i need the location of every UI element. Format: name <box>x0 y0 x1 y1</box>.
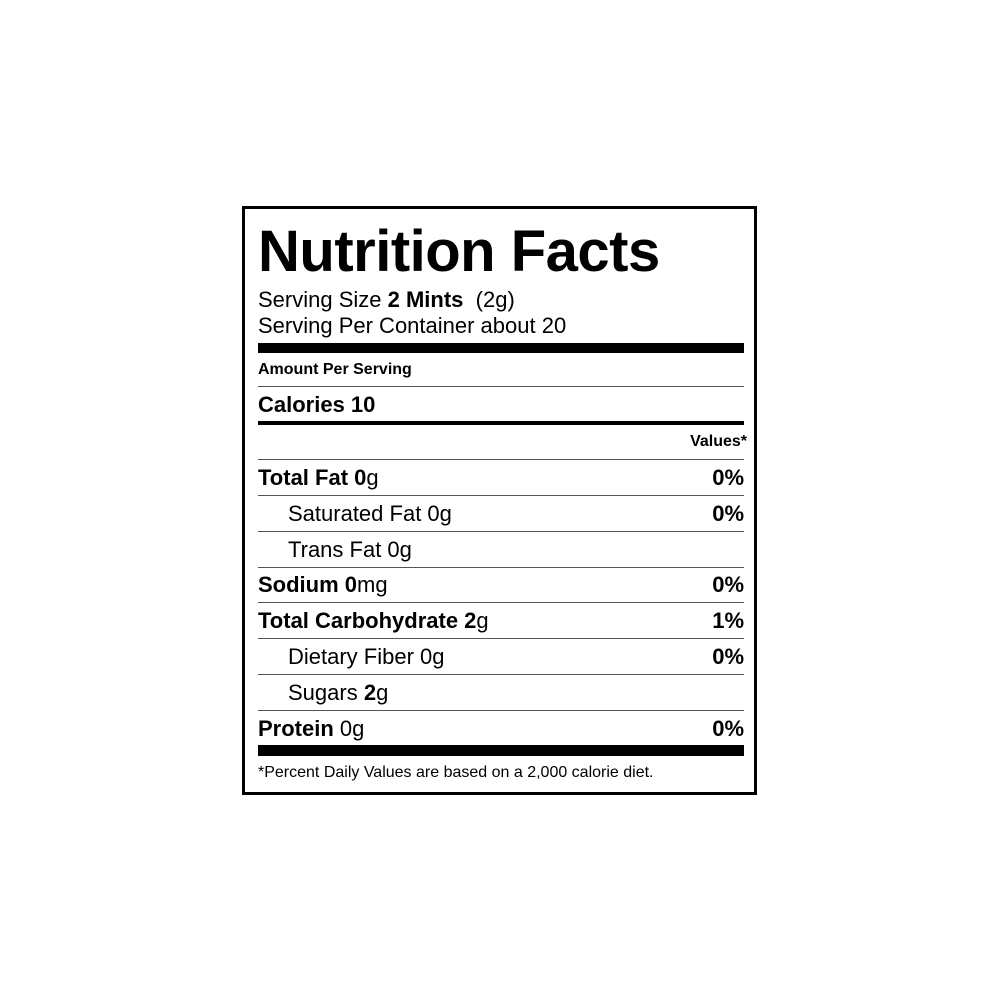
text-part: Total Carbohydrate 2 <box>258 608 477 634</box>
medium-bar <box>258 421 744 425</box>
rule <box>258 386 744 387</box>
daily-value: 0% <box>712 572 744 598</box>
text-part: Sugars <box>288 679 364 705</box>
daily-value: 0% <box>712 715 744 741</box>
text-part: 2 <box>363 679 377 705</box>
rule <box>258 566 744 568</box>
text-part: Total Fat 0 <box>258 465 367 490</box>
daily-value: 0% <box>712 465 744 490</box>
rule <box>258 530 744 532</box>
title: Nutrition Facts <box>258 219 660 284</box>
text-part: Sodium 0 <box>258 572 358 598</box>
nutrient-row: Sugars 2g <box>258 675 744 710</box>
nutrient-name: Trans Fat 0g <box>288 532 412 567</box>
text-part: Trans Fat 0g <box>288 536 412 562</box>
rule <box>258 602 744 604</box>
calories: Calories 10 <box>258 392 376 417</box>
text-part: g <box>376 679 389 705</box>
text-part: 2 Mints <box>387 287 464 312</box>
rule <box>258 459 744 460</box>
nutrient-row: Total Fat 0g 0% <box>258 460 744 495</box>
text-part: g <box>366 465 379 490</box>
nutrient-name: Sugars 2g <box>288 675 388 710</box>
nutrient-row: Total Carbohydrate 2g 1% <box>258 603 744 638</box>
nutrient-name: Sodium 0mg <box>258 567 388 602</box>
text-part: mg <box>357 572 388 598</box>
text-part: g <box>476 608 489 634</box>
nutrient-name: Total Carbohydrate 2g <box>258 603 489 638</box>
daily-value: 0% <box>712 500 744 526</box>
text-part: (2g) <box>463 287 515 312</box>
nutrient-name: Saturated Fat 0g <box>288 496 452 531</box>
amount-per-serving: Amount Per Serving <box>258 361 412 378</box>
nutrient-name: Dietary Fiber 0g <box>288 639 445 674</box>
footnote: *Percent Daily Values are based on a 2,0… <box>258 764 654 781</box>
thick-bar <box>258 745 744 756</box>
dv-header: Values* <box>690 433 747 450</box>
daily-value: 1% <box>712 608 744 634</box>
nutrient-row: Dietary Fiber 0g 0% <box>258 639 744 674</box>
nutrient-name: Total Fat 0g <box>258 460 379 495</box>
text-part: Protein <box>258 715 334 741</box>
daily-value: 0% <box>712 644 744 669</box>
nutrition-label: Nutrition Facts Serving Size 2 Mints (2g… <box>242 206 757 795</box>
rule <box>258 709 744 711</box>
text-part: Dietary Fiber 0g <box>288 644 445 669</box>
rule <box>258 638 744 640</box>
nutrient-row: Sodium 0mg 0% <box>258 567 744 602</box>
rule <box>258 674 744 675</box>
serving-size: Serving Size 2 Mints (2g) <box>258 287 515 313</box>
text-part: Saturated Fat 0g <box>288 500 452 526</box>
nutrient-name: Protein 0g <box>258 711 364 746</box>
nutrient-row: Protein 0g 0% <box>258 711 744 746</box>
text-part: Serving Size <box>258 287 388 312</box>
nutrient-row: Trans Fat 0g <box>258 532 744 567</box>
thick-bar <box>258 343 744 353</box>
rule <box>258 495 744 496</box>
text-part: 0g <box>333 715 365 741</box>
servings-per-container: Serving Per Container about 20 <box>258 313 567 338</box>
nutrient-row: Saturated Fat 0g 0% <box>258 496 744 531</box>
